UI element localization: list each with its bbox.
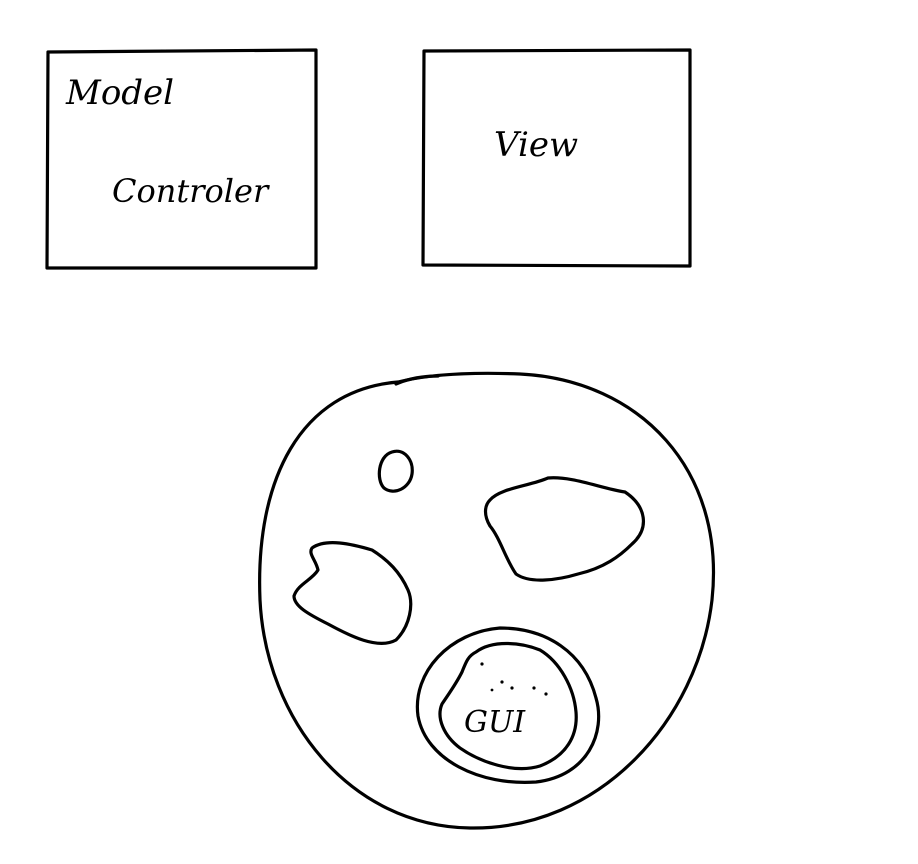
model-controller-box: Model Controler bbox=[45, 48, 318, 270]
small-circle-shape bbox=[377, 449, 414, 493]
gui-inner-blob bbox=[438, 641, 578, 771]
gui-label: GUI bbox=[464, 705, 526, 740]
gui-outer-ring bbox=[415, 626, 601, 784]
model-label: Model bbox=[65, 73, 174, 113]
world-circle-overlap-stroke bbox=[394, 374, 440, 386]
right-blob-shape bbox=[483, 476, 645, 582]
world-circle-outline bbox=[258, 371, 715, 830]
gui-speckle-dots bbox=[480, 662, 548, 696]
view-label: View bbox=[494, 125, 578, 165]
model-controller-box-outline bbox=[45, 48, 318, 270]
world-circle: GUI bbox=[258, 371, 715, 830]
controller-label: Controler bbox=[112, 172, 270, 210]
left-blob-shape bbox=[292, 541, 413, 645]
view-box: View bbox=[421, 48, 692, 268]
view-box-outline bbox=[421, 48, 692, 268]
